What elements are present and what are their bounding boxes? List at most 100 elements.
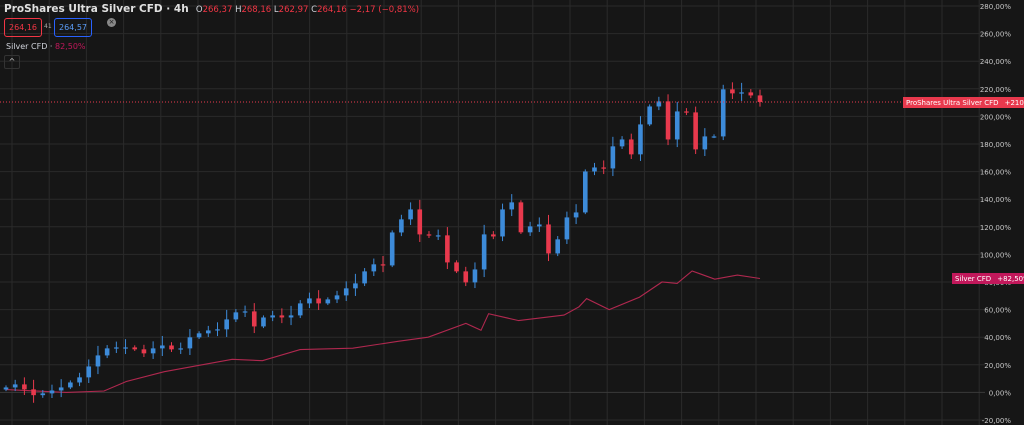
candle xyxy=(555,236,561,257)
candle-body xyxy=(224,319,229,330)
silver-tag-name: Silver CFD xyxy=(955,274,992,283)
candle xyxy=(307,292,312,309)
candle xyxy=(693,106,698,155)
y-tick-label: 120,00% xyxy=(980,224,1011,232)
candle-body xyxy=(12,384,18,388)
high-value: 268,16 xyxy=(241,5,272,15)
y-tick-label: 100,00% xyxy=(980,251,1011,259)
candle-body xyxy=(537,224,542,227)
candle xyxy=(86,359,92,383)
candle-body xyxy=(638,124,643,155)
close-circle-icon[interactable]: × xyxy=(107,18,116,27)
candle xyxy=(582,169,588,215)
candle xyxy=(187,329,193,356)
candle-body xyxy=(389,232,395,266)
candle xyxy=(169,342,174,352)
change-value: −2,17 (−0,81%) xyxy=(349,5,420,15)
candle-body xyxy=(601,167,606,169)
candle xyxy=(426,231,432,239)
compare-legend: Silver CFD · 82,50% xyxy=(6,42,86,51)
buy-button[interactable]: 264,57 xyxy=(54,18,92,37)
candle xyxy=(95,345,101,375)
candle-body xyxy=(628,139,634,155)
candle xyxy=(757,89,763,107)
candle-body xyxy=(123,347,128,349)
candle xyxy=(49,384,55,399)
candle xyxy=(491,231,496,240)
candle xyxy=(702,128,708,157)
candle-body xyxy=(270,315,275,318)
candle-body xyxy=(132,347,138,350)
silver-tag-value: +82,50% xyxy=(997,274,1024,283)
candle xyxy=(564,211,570,244)
candle-body xyxy=(169,345,174,350)
candle-body xyxy=(472,269,478,283)
candle xyxy=(656,96,662,111)
candle xyxy=(215,322,220,337)
candle xyxy=(297,300,303,319)
candle xyxy=(628,133,634,159)
symbol-legend: ProShares Ultra Silver CFD · 4h O266,37 … xyxy=(4,3,419,15)
candle xyxy=(647,104,652,127)
candle xyxy=(316,290,321,311)
candle-body xyxy=(739,92,744,94)
candle-body xyxy=(693,112,698,150)
candle xyxy=(463,266,469,287)
y-tick-label: 140,00% xyxy=(980,196,1011,204)
candle xyxy=(224,309,229,337)
candle xyxy=(114,341,119,354)
chevron-up-icon[interactable]: ^ xyxy=(4,55,20,69)
sell-button[interactable]: 264,16 xyxy=(4,18,42,37)
candle xyxy=(141,344,147,357)
high-label: H xyxy=(235,5,242,15)
candle-body xyxy=(77,377,82,383)
candle-body xyxy=(150,348,156,354)
candle xyxy=(509,194,515,217)
candle-body xyxy=(748,92,754,96)
candle-body xyxy=(711,136,717,138)
silver-price-tag: Silver CFD +82,50% xyxy=(952,273,1024,284)
candle-body xyxy=(573,212,579,218)
low-label: L xyxy=(273,5,279,15)
candle xyxy=(518,200,524,234)
candle xyxy=(573,204,579,225)
candle-body xyxy=(160,345,165,349)
candle-body xyxy=(353,283,358,289)
candle-body xyxy=(325,299,331,304)
candle xyxy=(371,258,377,277)
candle xyxy=(417,199,423,243)
candle-body xyxy=(417,209,423,235)
candle-body xyxy=(481,234,487,270)
open-label: O xyxy=(195,5,203,15)
candle-body xyxy=(362,271,367,284)
y-tick-label: 180,00% xyxy=(980,141,1011,149)
candle xyxy=(353,273,358,296)
candle-body xyxy=(49,390,55,394)
candle-body xyxy=(491,234,496,237)
candle xyxy=(242,305,248,317)
candle xyxy=(196,331,202,339)
candle-body xyxy=(187,337,193,349)
y-tick-label: 220,00% xyxy=(980,86,1011,94)
candle xyxy=(77,372,82,387)
main-tag-name: ProShares Ultra Silver CFD xyxy=(906,98,999,107)
y-tick-label: 20,00% xyxy=(984,362,1011,370)
candle-body xyxy=(399,219,404,233)
candle xyxy=(592,162,597,176)
candle-body xyxy=(546,224,551,254)
candle-body xyxy=(95,355,101,367)
candle-body xyxy=(757,95,763,102)
candle xyxy=(31,379,36,403)
candle xyxy=(123,339,128,355)
candle-body xyxy=(500,209,505,237)
close-label: C xyxy=(311,5,318,15)
candle-body xyxy=(592,167,597,172)
candle xyxy=(619,136,625,149)
compare-value: 82,50% xyxy=(55,42,86,51)
y-tick-label: 260,00% xyxy=(980,31,1011,39)
candle-body xyxy=(279,315,285,318)
y-tick-label: 60,00% xyxy=(984,307,1011,315)
candle xyxy=(270,310,275,322)
candle xyxy=(435,229,441,240)
